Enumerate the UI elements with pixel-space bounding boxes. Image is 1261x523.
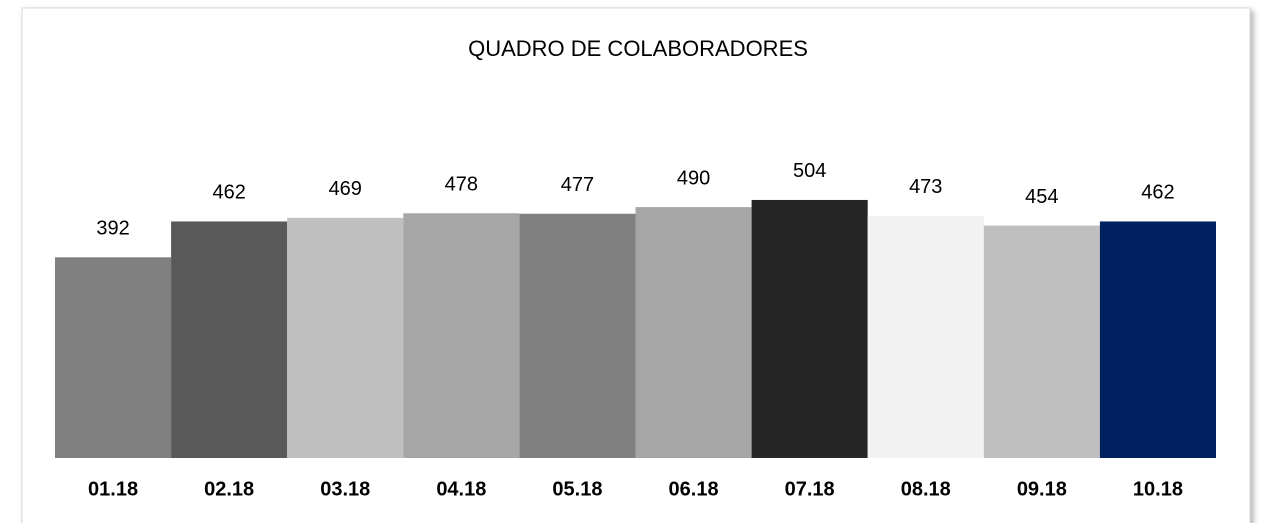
data-label: 454	[1025, 186, 1058, 208]
data-label: 473	[909, 176, 942, 198]
x-tick-label: 10.18	[1133, 478, 1183, 500]
bar	[751, 199, 868, 458]
x-tick-label: 02.18	[204, 478, 254, 500]
x-tick-label: 09.18	[1017, 478, 1067, 500]
data-label: 477	[561, 174, 594, 196]
data-label: 462	[212, 182, 245, 204]
bar	[171, 221, 288, 458]
bar	[983, 225, 1100, 458]
data-label: 504	[793, 160, 826, 182]
data-label: 469	[329, 178, 362, 200]
x-tick-label: 07.18	[785, 478, 835, 500]
x-tick-label: 06.18	[669, 478, 719, 500]
bar	[635, 207, 752, 458]
bar	[403, 213, 520, 458]
x-tick-label: 05.18	[552, 478, 602, 500]
data-label: 490	[677, 167, 710, 189]
chart-title: QUADRO DE COLABORADORES	[468, 36, 808, 61]
data-label: 462	[1141, 182, 1174, 204]
bar	[867, 215, 984, 458]
data-label: 478	[445, 174, 478, 196]
x-tick-label: 01.18	[88, 478, 138, 500]
bar	[519, 213, 636, 458]
bar	[1099, 221, 1216, 458]
x-tick-label: 04.18	[436, 478, 486, 500]
bar	[287, 217, 404, 458]
data-label: 392	[96, 218, 129, 240]
x-tick-label: 08.18	[901, 478, 951, 500]
x-tick-label: 03.18	[320, 478, 370, 500]
bar	[55, 257, 172, 458]
